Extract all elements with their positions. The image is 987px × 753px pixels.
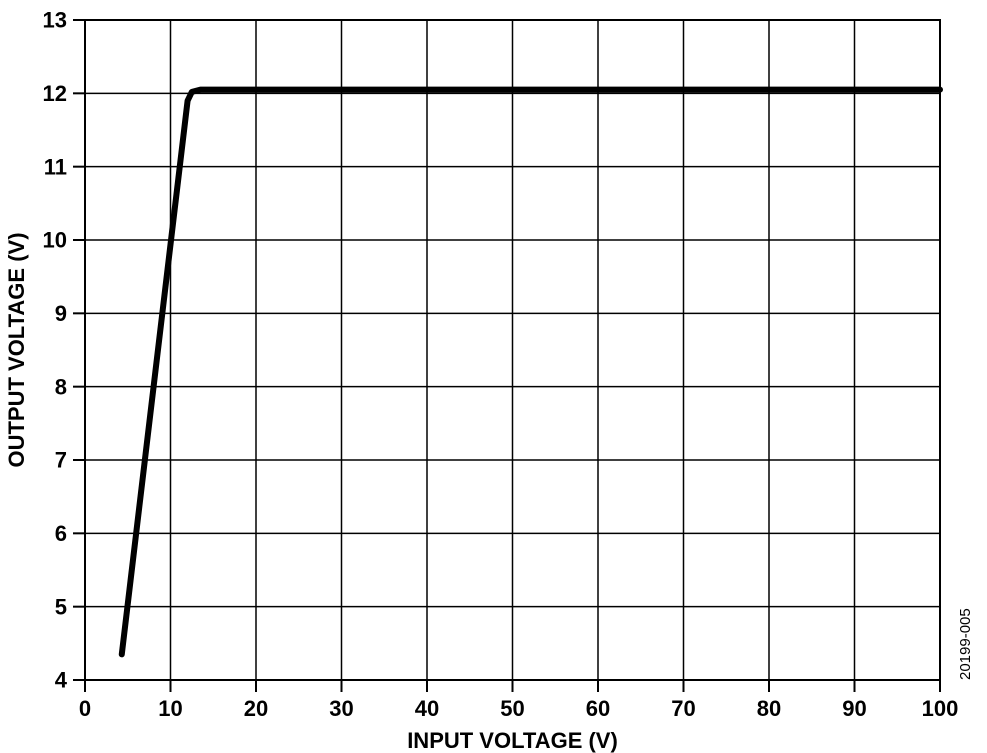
- x-tick-label: 100: [922, 696, 959, 721]
- x-tick-label: 0: [79, 696, 91, 721]
- x-tick-label: 60: [586, 696, 610, 721]
- line-chart: 0 10 20 30 40 50 60 70 80 90 100 4 5 6 7 8 9 10 11 12 13 INPU…: [0, 0, 987, 753]
- x-tick-label: 50: [500, 696, 524, 721]
- x-tick-label: 80: [757, 696, 781, 721]
- x-tick-label: 40: [415, 696, 439, 721]
- chart-background: [0, 0, 987, 753]
- x-tick-label: 20: [244, 696, 268, 721]
- x-tick-label: 30: [329, 696, 353, 721]
- chart-container: 0 10 20 30 40 50 60 70 80 90 100 4 5 6 7 8 9 10 11 12 13 INPU…: [0, 0, 987, 753]
- y-tick-label: 5: [55, 594, 67, 619]
- y-axis-label: OUTPUT VOLTAGE (V): [4, 232, 29, 467]
- x-tick-label: 70: [671, 696, 695, 721]
- y-tick-label: 13: [43, 8, 67, 33]
- x-tick-label: 10: [158, 696, 182, 721]
- y-tick-label: 4: [55, 668, 68, 693]
- y-tick-label: 10: [43, 228, 67, 253]
- y-tick-label: 8: [55, 374, 67, 399]
- x-axis-label: INPUT VOLTAGE (V): [407, 728, 618, 753]
- y-tick-label: 12: [43, 81, 67, 106]
- y-tick-label: 6: [55, 521, 67, 546]
- figure-id-note: 20199-005: [957, 608, 974, 680]
- y-tick-label: 7: [55, 448, 67, 473]
- y-tick-label: 11: [44, 154, 67, 179]
- x-tick-label: 90: [842, 696, 866, 721]
- y-tick-label: 9: [55, 301, 67, 326]
